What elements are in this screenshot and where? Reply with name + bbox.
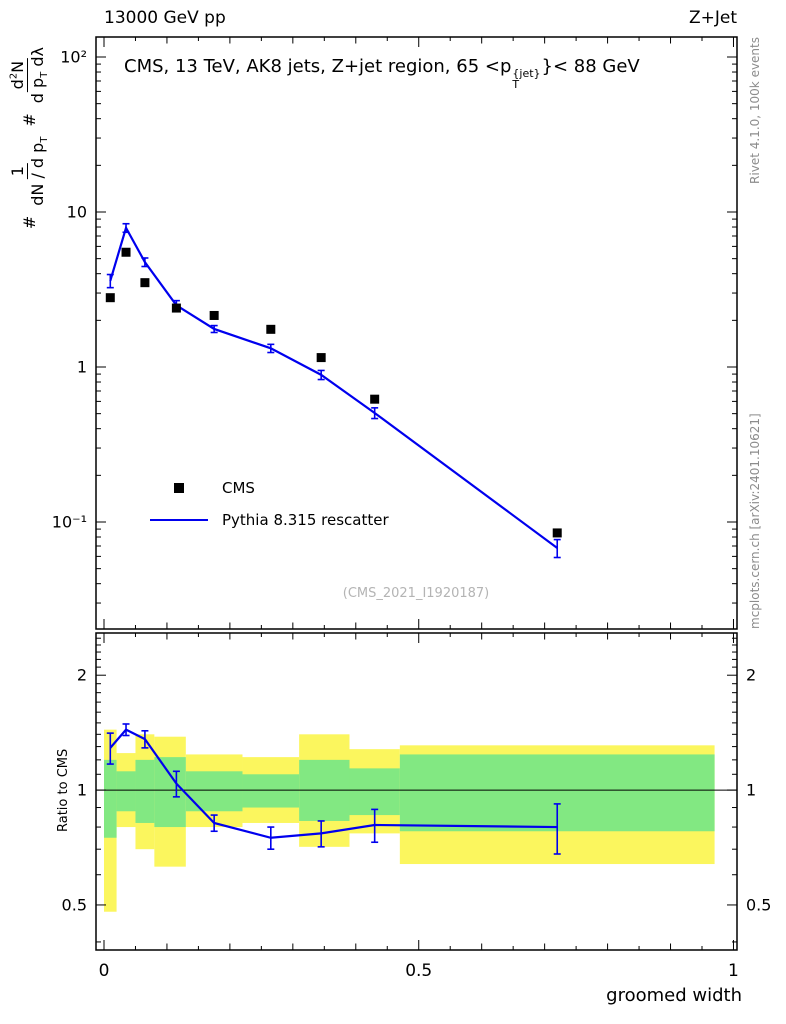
ylabel-hash-2: # — [20, 113, 40, 127]
x-axis-title: groomed width — [606, 985, 742, 1006]
ratio-y-tick-label-right: 1 — [746, 781, 756, 800]
ratio-stat-uncertainty-band — [154, 757, 186, 828]
main-y-tick-label: 10 — [67, 202, 87, 221]
header-process: Z+Jet — [688, 8, 737, 28]
ratio-y-tick-label-left: 0.5 — [62, 895, 87, 914]
ylabel-fraction-1: 1 dN / d pT — [8, 136, 51, 206]
ratio-y-tick-label-left: 1 — [77, 781, 87, 800]
main-y-tick-label: 1 — [77, 357, 87, 376]
ratio-line — [109, 728, 558, 839]
cms-square-icon — [174, 483, 184, 493]
ratio-y-axis-label: Ratio to CMS — [56, 748, 71, 832]
cms-data-marker — [209, 310, 219, 320]
pt-superscript: {jet} — [512, 66, 541, 80]
ratio-y-tick-label-right: 2 — [746, 666, 756, 685]
cms-data-marker — [171, 303, 181, 313]
cms-data-marker — [105, 293, 115, 303]
main-y-tick-label: 10⁻¹ — [52, 512, 87, 531]
plot-title-suffix: }< 88 GeV — [541, 56, 640, 77]
cms-marker-cell — [146, 483, 212, 493]
ratio-stat-uncertainty-band — [185, 771, 243, 812]
ratio-stat-uncertainty-band — [135, 759, 155, 823]
legend: CMS Pythia 8.315 rescatter — [146, 472, 389, 536]
x-tick-label: 0 — [99, 961, 110, 981]
ylabel-hash-1: # — [20, 215, 40, 230]
main-y-axis-label: # 1 dN / d pT # d2N d pT dλ — [8, 40, 51, 232]
cms-data-marker — [121, 247, 131, 257]
ratio-y-tick-label-right: 0.5 — [746, 895, 771, 914]
plot-title-prefix: CMS, 13 TeV, AK8 jets, Z+jet region, 65 … — [124, 56, 512, 77]
cms-data-marker — [552, 528, 562, 538]
legend-item-pythia: Pythia 8.315 rescatter — [146, 504, 389, 536]
ratio-stat-uncertainty-band — [116, 771, 136, 812]
legend-label-pythia: Pythia 8.315 rescatter — [222, 511, 389, 529]
rivet-version-note: Rivet 4.1.0, 100k events — [748, 37, 762, 184]
x-tick-label: 0.5 — [405, 961, 432, 981]
main-y-tick-label: 10² — [60, 48, 87, 67]
ratio-stat-uncertainty-band — [349, 768, 400, 816]
main-panel-frame — [95, 36, 738, 630]
ratio-stat-uncertainty-band — [242, 774, 300, 808]
plot-title: CMS, 13 TeV, AK8 jets, Z+jet region, 65 … — [124, 56, 640, 90]
pythia-prediction-line — [109, 225, 558, 549]
mcplots-arxiv-note: mcplots.cern.ch [arXiv:2401.10621] — [748, 413, 762, 629]
legend-item-cms: CMS — [146, 472, 389, 504]
pt-subscript: T — [512, 77, 520, 91]
pythia-marker-cell — [146, 519, 212, 521]
cms-data-marker — [266, 324, 276, 334]
header-beam-energy: 13000 GeV pp — [104, 8, 226, 28]
ylabel-fraction-2: d2N d pT dλ — [8, 47, 51, 104]
analysis-id-watermark: (CMS_2021_I1920187) — [342, 586, 490, 601]
ratio-panel-frame — [95, 632, 738, 951]
cms-data-marker — [370, 394, 380, 404]
x-tick-label: 1 — [728, 961, 739, 981]
pythia-line-icon — [150, 519, 208, 521]
legend-label-cms: CMS — [222, 479, 255, 497]
ratio-stat-uncertainty-band — [103, 759, 117, 838]
ratio-y-tick-label-left: 2 — [77, 666, 87, 685]
cms-data-marker — [140, 278, 150, 288]
pt-script-stack: {jet} T — [512, 68, 540, 90]
cms-data-marker — [316, 353, 326, 363]
